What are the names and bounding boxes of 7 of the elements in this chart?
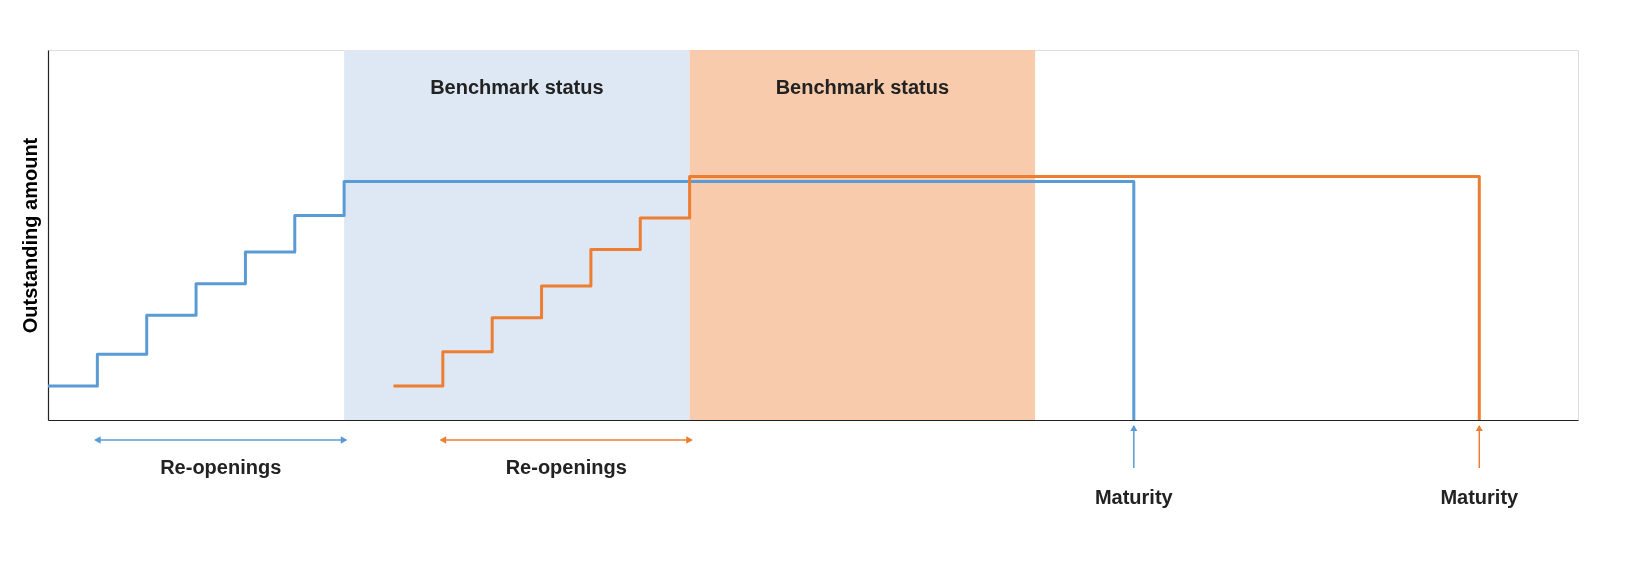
y-axis-title: Outstanding amount [18,137,41,334]
text: Benchmark status [430,76,604,98]
text: Re-openings [505,456,627,478]
text: Re-openings [160,456,282,478]
text: Maturity [1094,486,1174,508]
text: Maturity [1440,486,1520,508]
text: Benchmark status [775,76,950,98]
